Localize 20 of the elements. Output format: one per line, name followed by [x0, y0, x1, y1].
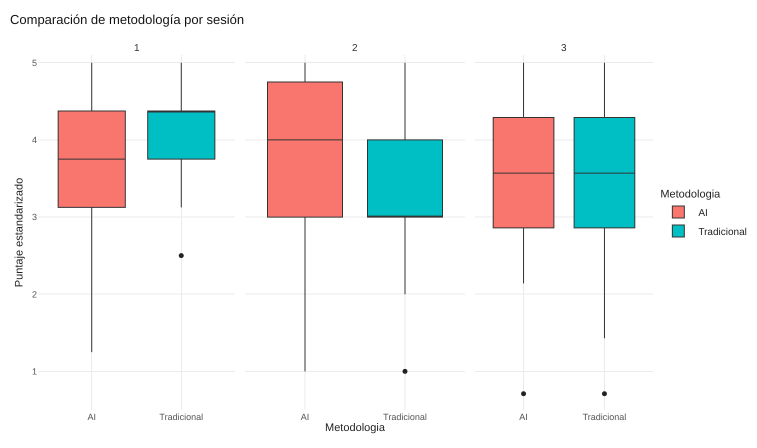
x-tick-label: AI — [300, 412, 310, 422]
legend-label: Tradicional — [698, 226, 747, 238]
y-tick-label: 5 — [32, 58, 37, 68]
x-axis-title: Metodologia — [325, 422, 386, 434]
chart-subtitle: 3 — [561, 43, 567, 54]
x-tick-label: AI — [87, 412, 96, 422]
y-axis-title: Puntaje estandarizado — [14, 178, 26, 288]
legend-label: AI — [698, 208, 708, 219]
x-tick-label: Tradicional — [582, 412, 626, 422]
chart-title: Comparación de metodología por sesión — [10, 12, 244, 28]
y-tick-label: 2 — [32, 289, 37, 300]
legend-title: Metodologia — [660, 188, 722, 201]
chart-subtitle: 1 — [134, 43, 140, 54]
x-tick-label: Tradicional — [383, 412, 427, 422]
y-tick-label: 3 — [32, 212, 37, 222]
y-tick-label: 4 — [32, 135, 37, 146]
x-tick-label: Tradicional — [159, 412, 204, 422]
y-tick-label: 1 — [32, 366, 37, 377]
x-tick-label: AI — [519, 412, 528, 422]
chart-subtitle: 2 — [352, 43, 358, 54]
